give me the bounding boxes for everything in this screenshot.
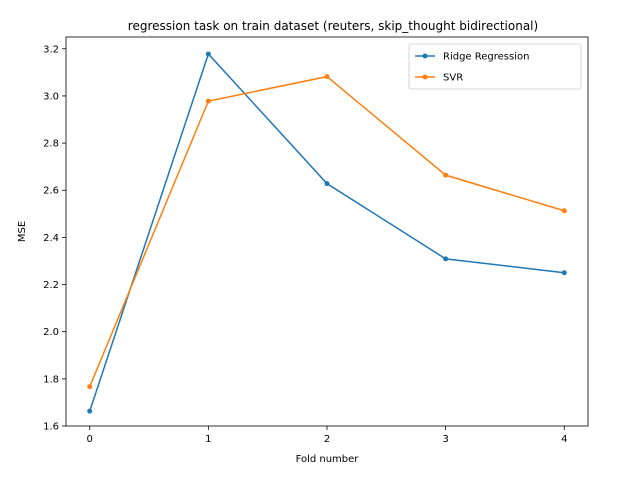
y-tick-label: 3.2 [43, 44, 59, 55]
series-0-point [324, 181, 330, 187]
y-tick-label: 2.6 [43, 186, 59, 197]
y-tick-label: 2.8 [43, 139, 59, 150]
y-tick-label: 2.4 [43, 233, 59, 244]
series-1-point [324, 74, 330, 80]
legend-label-1: SVR [443, 73, 463, 84]
series-line-0 [89, 52, 565, 412]
legend-label-0: Ridge Regression [443, 52, 529, 63]
y-tick-label: 1.6 [43, 422, 59, 433]
y-axis: 1.6 1.8 2.0 2.2 2.4 2.6 2.8 3.0 3.2 [43, 44, 66, 433]
x-tick-label: 1 [205, 434, 211, 445]
legend-box [408, 43, 582, 90]
x-tick-label: 0 [87, 434, 93, 445]
y-tick-label: 1.8 [43, 374, 59, 385]
y-tick-label: 2.2 [43, 280, 59, 291]
legend-marker-0 [422, 53, 428, 59]
series-1-point [443, 172, 449, 178]
y-tick-label: 2.0 [43, 327, 59, 338]
chart-title: regression task on train dataset (reuter… [128, 19, 538, 33]
series-1-point [87, 384, 93, 390]
series-1-point [561, 208, 567, 214]
series-0-point [443, 256, 449, 262]
x-axis: 0 1 2 3 4 [87, 426, 567, 445]
y-tick-label: 3.0 [43, 91, 59, 102]
legend: Ridge Regression SVR [408, 43, 582, 90]
y-axis-label: MSE [17, 221, 28, 242]
series-1-point [205, 98, 211, 104]
legend-marker-1 [422, 74, 428, 80]
plot-area [87, 51, 567, 414]
series-0-point [561, 270, 567, 276]
series-0-point [205, 51, 211, 57]
x-tick-label: 3 [442, 434, 448, 445]
x-tick-label: 2 [324, 434, 330, 445]
plot-frame [65, 36, 589, 427]
series-line-1 [89, 75, 565, 387]
series-0-point [87, 408, 93, 414]
x-tick-label: 4 [561, 434, 567, 445]
x-axis-label: Fold number [296, 454, 360, 465]
